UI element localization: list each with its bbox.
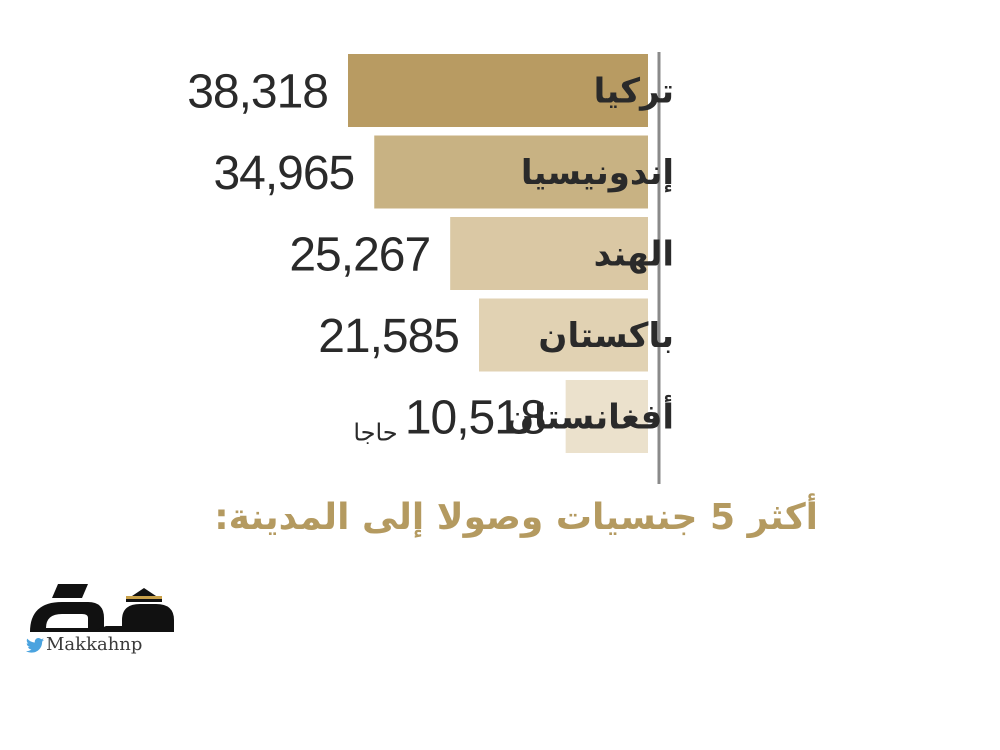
- twitter-bird-icon: [26, 637, 44, 653]
- category-label: تركيا: [594, 72, 674, 112]
- bar: [450, 217, 648, 290]
- value-label: 10,518: [405, 392, 546, 445]
- bar: [479, 298, 648, 372]
- unit-label: حاجا: [353, 419, 397, 447]
- value-label: 38,318: [187, 66, 328, 119]
- bar: [565, 380, 648, 453]
- bar: [348, 54, 648, 127]
- chart-title: أكثر 5 جنسيات وصولا إلى المدينة:: [214, 497, 818, 538]
- category-label: إندونيسيا: [521, 153, 674, 193]
- makkah-logo-icon: [30, 584, 174, 632]
- value-label: 34,965: [213, 147, 354, 200]
- twitter-handle-text: Makkahnp: [46, 634, 143, 655]
- category-label: باكستان: [538, 316, 674, 356]
- value-label: 25,267: [289, 229, 430, 282]
- bar: [374, 135, 648, 209]
- category-label: الهند: [594, 235, 674, 275]
- twitter-handle[interactable]: Makkahnp: [26, 634, 142, 655]
- value-label: 21,585: [318, 310, 459, 363]
- category-label: أفغانستان: [505, 395, 674, 438]
